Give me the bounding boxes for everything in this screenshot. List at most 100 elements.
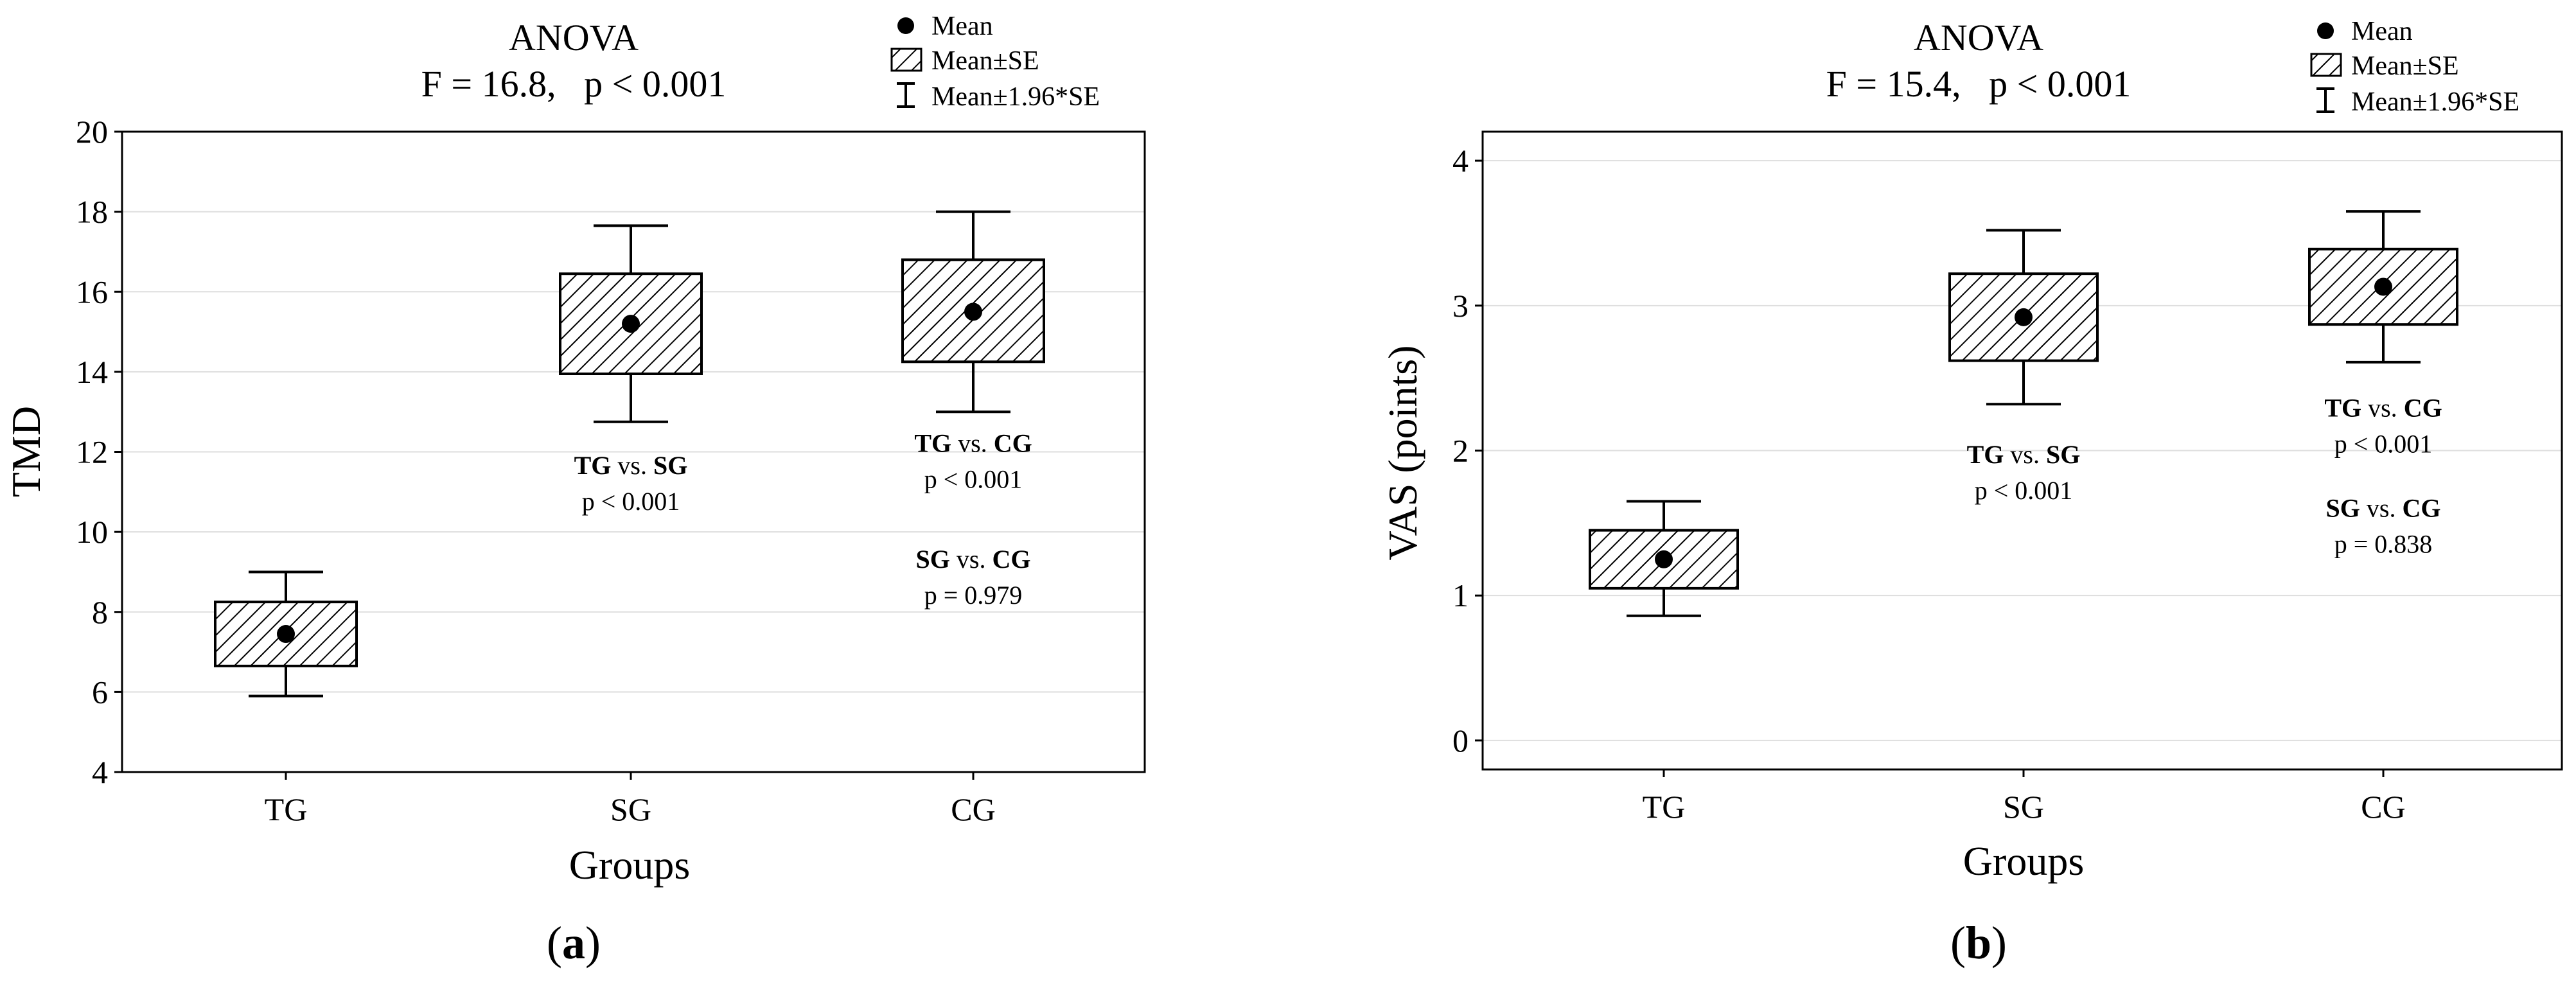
mean-marker: [2015, 308, 2033, 326]
legend-mean-marker: [2317, 22, 2334, 39]
annotation-group-2: CG: [2404, 394, 2442, 423]
annotation-p-value: p < 0.001: [1975, 476, 2073, 505]
y-tick-label: 4: [92, 754, 108, 790]
anova-title: ANOVA: [1914, 17, 2043, 58]
se-box: [214, 601, 358, 667]
box-group-cg: [2308, 210, 2458, 364]
annotation: SG vs. CG p = 0.838: [2326, 493, 2441, 558]
legend-se-label: Mean±SE: [931, 46, 1039, 76]
x-tick-label: CG: [951, 791, 995, 827]
annotation-vs: vs.: [2360, 493, 2403, 522]
panel-label-b: (b): [1950, 917, 2007, 969]
annotation-group-1: TG: [2324, 394, 2361, 423]
y-axis-title: VAS (points): [1380, 346, 1425, 561]
y-tick-label: 16: [76, 274, 108, 310]
box-group-tg: [214, 570, 358, 698]
x-tick-label: SG: [2003, 789, 2044, 825]
annotation-comparison: TG vs. CG: [2324, 394, 2442, 423]
y-tick-label: 10: [76, 514, 108, 550]
legend: Mean Mean±SE Mean±1.96*SE: [890, 12, 1100, 112]
legend-ci-marker: [897, 82, 915, 108]
y-tick-label: 8: [92, 594, 108, 630]
pairwise-annotations: TG vs. SG p < 0.001 TG vs. CG p < 0.001 SG v…: [1967, 394, 2442, 559]
annotation-group-2: SG: [2046, 440, 2080, 469]
y-axis-ticks: 4 6 8 10 12 14 16 18 20: [76, 114, 122, 790]
annotation: SG vs. CG p = 0.979: [916, 545, 1031, 610]
x-tick-label: TG: [1643, 789, 1686, 825]
annotation: TG vs. SG p < 0.001: [1967, 440, 2081, 505]
annotation-vs: vs.: [611, 451, 653, 480]
annotation-comparison: SG vs. CG: [916, 545, 1031, 574]
y-tick-label: 4: [1452, 143, 1469, 179]
pairwise-annotations: TG vs. SG p < 0.001 TG vs. CG p < 0.001 SG v…: [574, 429, 1032, 610]
y-tick-label: 6: [92, 674, 108, 710]
annotation-vs: vs.: [950, 545, 992, 574]
annotation-comparison: TG vs. SG: [574, 451, 688, 480]
annotation-vs: vs.: [2004, 440, 2046, 469]
mean-marker: [964, 303, 982, 321]
legend-se-label: Mean±SE: [2351, 51, 2459, 81]
annotation-p-value: p < 0.001: [582, 487, 680, 516]
annotation-group-1: SG: [916, 545, 950, 574]
mean-marker: [277, 625, 295, 644]
x-axis-title: Groups: [569, 842, 690, 888]
annotation-group-2: SG: [653, 451, 687, 480]
y-tick-label: 0: [1452, 723, 1469, 759]
y-tick-label: 2: [1452, 433, 1469, 469]
mean-marker: [1655, 550, 1673, 568]
annotation-group-1: TG: [914, 429, 951, 458]
x-tick-label: CG: [2361, 789, 2405, 825]
annotation-p-value: p < 0.001: [2334, 430, 2433, 459]
annotation-group-2: CG: [994, 429, 1032, 458]
chart-panel-b: ANOVA F = 15.4, p < 0.001 Mean Mean±SE M…: [1380, 17, 2563, 969]
y-axis-ticks: 0 1 2 3 4: [1452, 143, 1483, 759]
annotation-p-value: p = 0.979: [924, 581, 1023, 610]
y-tick-label: 3: [1452, 288, 1469, 324]
x-axis-title: Groups: [1963, 838, 2084, 884]
panel-letter-b: b: [1966, 917, 1991, 969]
legend-ci-marker: [2316, 87, 2334, 113]
legend: Mean Mean±SE Mean±1.96*SE: [2310, 17, 2519, 117]
box-group-sg: [1948, 229, 2099, 406]
y-tick-label: 18: [76, 194, 108, 230]
anova-subtitle: F = 15.4, p < 0.001: [1826, 63, 2131, 105]
annotation-group-1: TG: [1967, 440, 2004, 469]
chart-panel-a: ANOVA F = 16.8, p < 0.001 Mean Mean±SE M…: [3, 12, 1146, 969]
legend-mean-label: Mean: [2351, 17, 2413, 46]
box-group-sg: [559, 224, 703, 423]
annotation-comparison: TG vs. CG: [914, 429, 1032, 458]
box-series: [1589, 210, 2458, 617]
y-tick-label: 14: [76, 354, 108, 390]
annotation-group-1: TG: [574, 451, 612, 480]
box-group-tg: [1589, 500, 1739, 617]
annotation-comparison: SG vs. CG: [2326, 493, 2441, 522]
mean-marker: [622, 315, 640, 333]
legend-se-swatch: [2310, 53, 2342, 77]
annotation-group-1: SG: [2326, 493, 2360, 522]
panel-label-a: (a): [547, 917, 601, 969]
mean-marker: [2374, 277, 2392, 296]
panel-letter-a: a: [562, 917, 585, 969]
legend-ci-label: Mean±1.96*SE: [931, 82, 1100, 112]
legend-mean-label: Mean: [931, 12, 993, 41]
x-tick-label: SG: [610, 791, 651, 827]
legend-mean-marker: [897, 17, 914, 34]
legend-se-swatch: [890, 48, 922, 72]
annotation-group-2: CG: [992, 545, 1030, 574]
y-tick-label: 20: [76, 114, 108, 150]
annotation-comparison: TG vs. SG: [1967, 440, 2081, 469]
x-axis-ticks: TG SG CG: [265, 772, 996, 827]
annotation-vs: vs.: [2361, 394, 2404, 423]
legend-ci-label: Mean±1.96*SE: [2351, 87, 2519, 117]
x-tick-label: TG: [265, 791, 308, 827]
annotation: TG vs. CG p < 0.001: [914, 429, 1032, 494]
annotation: TG vs. SG p < 0.001: [574, 451, 688, 516]
y-axis-title: TMD: [3, 406, 49, 497]
y-tick-label: 1: [1452, 577, 1469, 613]
anova-title: ANOVA: [509, 17, 639, 58]
y-tick-label: 12: [76, 434, 108, 470]
annotation-vs: vs.: [951, 429, 994, 458]
annotation: TG vs. CG p < 0.001: [2324, 394, 2442, 459]
box-series: [214, 210, 1045, 698]
